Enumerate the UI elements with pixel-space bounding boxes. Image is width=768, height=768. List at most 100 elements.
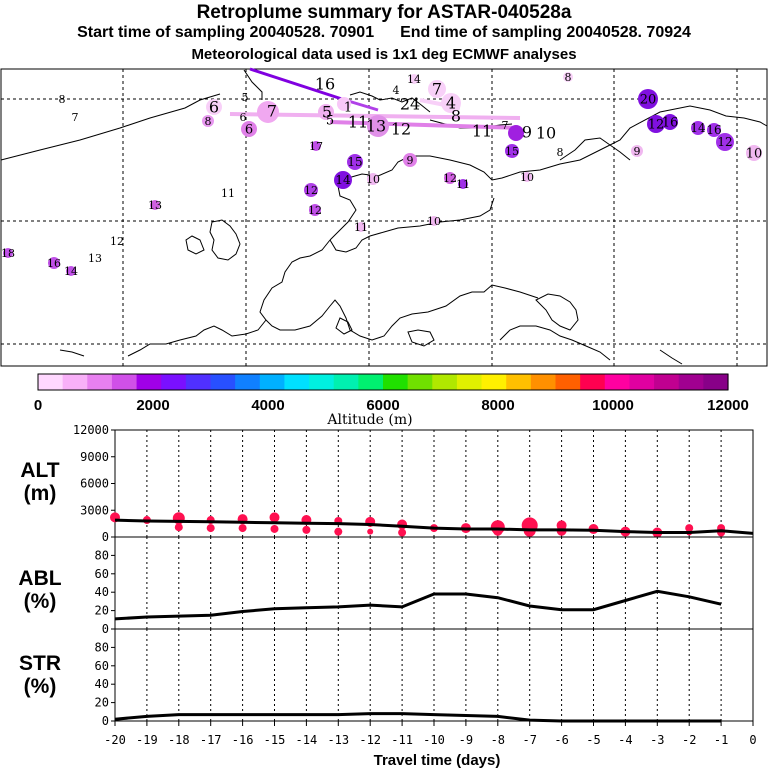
alt-cluster-point — [334, 527, 343, 536]
plume-age-label: 14 — [335, 173, 351, 187]
colorbar-swatch — [38, 374, 64, 390]
plume-cluster-dot — [522, 172, 532, 182]
colorbar-swatch — [87, 374, 113, 390]
plume-age-label: 12 — [717, 135, 732, 149]
plume-age-label: 13 — [366, 117, 386, 136]
alt-cluster-point — [238, 524, 247, 533]
colorbar-swatch — [383, 374, 409, 390]
plume-age-label: 7 — [502, 119, 509, 132]
y-tick-label: 0 — [102, 714, 109, 728]
alt-panel: 0 3000 6000 9000 12000 ALT (m) — [20, 423, 754, 544]
x-tick-label: -3 — [650, 733, 664, 747]
alt-unit: (m) — [24, 482, 57, 505]
colorbar-swatch — [506, 374, 532, 390]
plume-age-label: 12 — [308, 204, 322, 217]
abl-unit: (%) — [24, 590, 57, 613]
str-label: STR — [19, 652, 61, 675]
end-time-label: End time of sampling 20040528. 70924 — [400, 24, 691, 41]
alt-cluster-point — [685, 524, 694, 533]
plume-age-label: 6 — [209, 98, 219, 117]
colorbar-tick: 2000 — [136, 397, 169, 414]
plume-age-label: 16 — [315, 75, 335, 94]
plume-age-label: 11 — [456, 178, 470, 191]
plume-cluster-dot — [647, 115, 665, 133]
met-data-label: Meteorological data used is 1x1 deg ECMW… — [191, 46, 577, 63]
x-tick-label: -18 — [168, 733, 190, 747]
x-tick-label: -6 — [554, 733, 568, 747]
colorbar-swatch — [703, 374, 729, 390]
colorbar-tick: 10000 — [592, 397, 634, 414]
plume-age-label: 14 — [64, 265, 78, 278]
x-tick-label: -14 — [296, 733, 318, 747]
plume-cluster-dot — [563, 72, 573, 82]
colorbar-swatch — [654, 374, 680, 390]
plume-age-label: 8 — [205, 115, 212, 128]
plume-cluster-dot — [150, 200, 160, 210]
plume-cluster-dot — [444, 172, 456, 184]
x-tick-label: -7 — [522, 733, 536, 747]
plume-age-label: 16 — [662, 116, 679, 131]
plume-age-label: 11 — [354, 221, 368, 234]
plume-cluster-dot — [66, 266, 76, 276]
plume-cluster-dot — [707, 123, 721, 137]
alt-cluster-point — [367, 528, 374, 535]
y-tick-label: 6000 — [80, 477, 109, 491]
altitude-colorbar: 0 2000 4000 6000 8000 10000 12000 Altitude (m) — [34, 373, 749, 428]
x-tick-label: -19 — [136, 733, 158, 747]
plume-cluster-dot — [334, 171, 352, 189]
colorbar-swatch — [161, 374, 187, 390]
alt-cluster-point — [302, 525, 311, 534]
colorbar-swatches — [38, 374, 729, 390]
plume-age-label: 14 — [407, 73, 421, 86]
plume-age-label: 4 — [393, 84, 400, 97]
plume-age-label: 15 — [347, 155, 362, 169]
str-y-tick-labels: 0 20 40 60 80 — [95, 640, 115, 728]
x-tick-label: -15 — [264, 733, 286, 747]
plume-cluster-dot — [662, 114, 678, 130]
plume-age-label: 9 — [522, 123, 532, 142]
colorbar-swatch — [580, 374, 606, 390]
colorbar-swatch — [555, 374, 581, 390]
plume-age-label: 10 — [536, 124, 556, 143]
plume-cluster-dot — [638, 89, 658, 109]
plume-age-label: 13 — [88, 252, 102, 265]
x-tick-label: -17 — [200, 733, 222, 747]
colorbar-swatch — [678, 374, 704, 390]
coastlines — [0, 69, 768, 365]
colorbar-swatch — [629, 374, 655, 390]
alt-cluster-point — [397, 519, 408, 530]
plume-age-label: 20 — [640, 93, 657, 108]
x-tick-label: -20 — [104, 733, 126, 747]
plume-age-label: 9 — [407, 154, 414, 167]
colorbar-swatch — [185, 374, 212, 390]
plume-cluster-dot — [3, 248, 13, 258]
plume-cluster-dot — [304, 183, 318, 197]
abl-y-tick-labels: 0 20 40 60 80 — [95, 548, 115, 636]
y-tick-label: 20 — [95, 696, 109, 710]
plume-cluster-dot — [458, 179, 468, 189]
str-gridlines — [146, 629, 722, 721]
plume-cluster-dot — [441, 93, 461, 113]
plume-age-label: 8 — [451, 107, 461, 126]
plume-cluster-dot — [428, 80, 446, 98]
plume-age-label: 1 — [344, 101, 352, 116]
plume-age-label: 6 — [245, 123, 253, 138]
y-tick-label: 60 — [95, 659, 109, 673]
colorbar-swatch — [235, 374, 261, 390]
plume-age-label: 7 — [432, 80, 442, 99]
plume-age-label: 8 — [557, 146, 564, 159]
plume-age-label: 5 — [326, 114, 334, 129]
x-tick-label: -11 — [391, 733, 413, 747]
str-line — [114, 712, 722, 723]
alt-label: ALT — [20, 459, 59, 482]
plume-cluster-dot — [241, 121, 257, 137]
plume-cluster-dot — [48, 257, 60, 269]
map-graticule — [1, 69, 767, 366]
plume-cluster-dot — [631, 145, 643, 157]
colorbar-swatch — [62, 374, 88, 390]
plume-cluster-dot — [691, 121, 705, 135]
plume-cluster-dot — [309, 204, 321, 216]
